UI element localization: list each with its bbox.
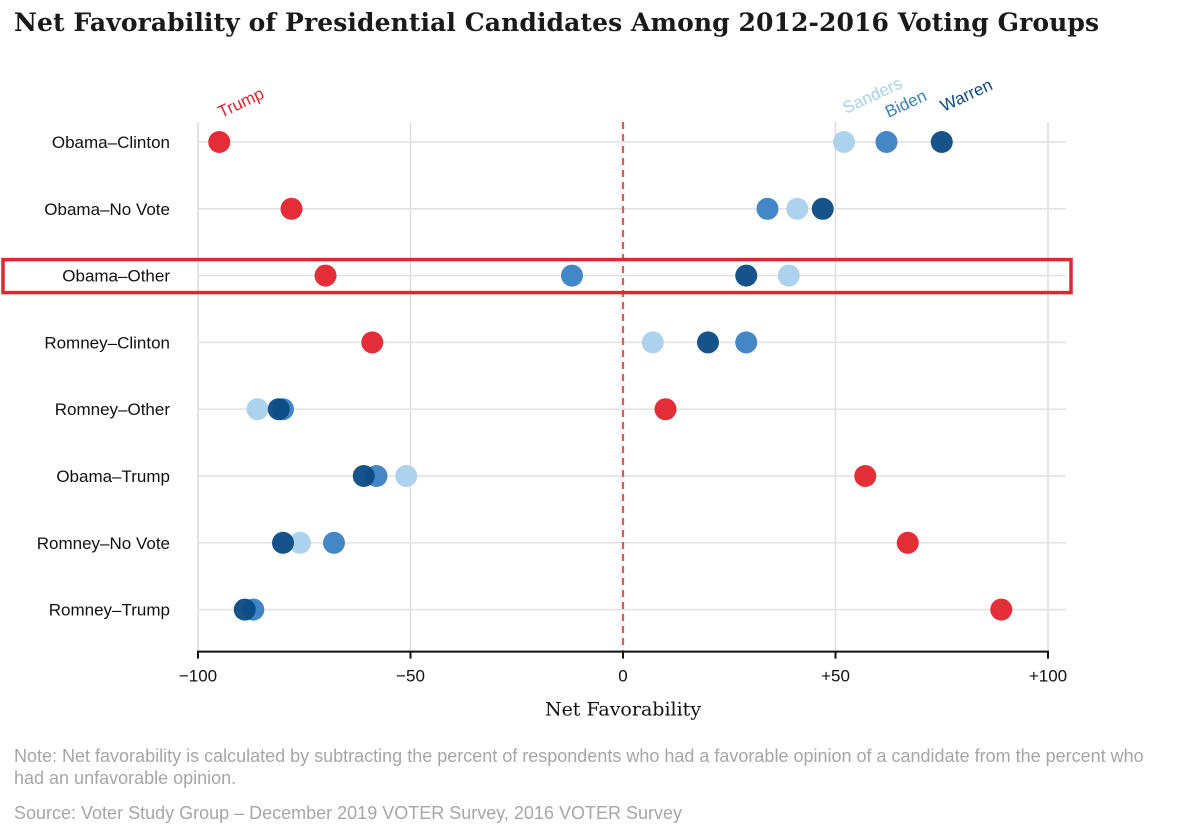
chart-note: Note: Net favorability is calculated by …: [14, 746, 1144, 788]
dot-plot-chart: −100 −50 0 +50 +100 Net Favorability Obama–Cl…: [1, 74, 1073, 721]
category-label-obama-trump: Obama–Trump: [56, 467, 170, 486]
point-warren-romney-clinton: [697, 331, 719, 354]
point-biden-obama-clinton: [875, 131, 898, 153]
highlight-box: [1, 257, 1073, 295]
category-label-romney-no-vote: Romney–No Vote: [37, 534, 170, 553]
x-tick-label: +100: [1029, 667, 1067, 686]
point-warren-romney-no-vote: [272, 531, 294, 554]
point-trump-romney-other: [654, 398, 677, 421]
point-biden-romney-no-vote: [323, 531, 345, 554]
x-tick-label: 0: [618, 667, 627, 686]
series-label-trump: Trump: [215, 84, 267, 122]
point-trump-romney-clinton: [361, 331, 384, 354]
point-sanders-obama-trump: [395, 465, 418, 487]
point-biden-romney-clinton: [735, 331, 758, 354]
point-sanders-obama-other: [777, 264, 800, 287]
point-trump-romney-no-vote: [896, 531, 919, 554]
grid-layer: [197, 122, 1066, 652]
chart-title: Net Favorability of Presidential Candida…: [14, 8, 1100, 37]
x-tick-label: −50: [396, 667, 425, 686]
category-label-obama-clinton: Obama–Clinton: [52, 133, 170, 152]
category-label-romney-other: Romney–Other: [55, 400, 171, 419]
point-sanders-romney-other: [246, 398, 269, 421]
x-tick-label: +50: [821, 667, 850, 686]
category-label-romney-clinton: Romney–Clinton: [44, 333, 170, 352]
point-warren-obama-no-vote: [811, 197, 834, 220]
point-warren-obama-trump: [352, 465, 375, 487]
point-sanders-obama-no-vote: [786, 197, 809, 220]
point-trump-obama-clinton: [208, 131, 231, 153]
point-trump-romney-trump: [990, 598, 1013, 621]
point-biden-obama-no-vote: [756, 197, 779, 220]
point-sanders-romney-no-vote: [289, 531, 311, 554]
point-warren-romney-trump: [233, 598, 256, 621]
point-warren-romney-other: [267, 398, 290, 421]
highlight-layer: [1, 257, 1073, 295]
point-warren-obama-clinton: [930, 131, 953, 153]
series-label-warren: Warren: [937, 75, 995, 116]
point-trump-obama-trump: [854, 465, 877, 487]
point-warren-obama-other: [735, 264, 758, 287]
point-trump-obama-other: [314, 264, 337, 287]
x-tick-label: −100: [179, 667, 217, 686]
data-points: [208, 131, 1013, 621]
category-labels: Obama–Clinton Obama–No Vote Obama–Other Rom…: [37, 133, 171, 620]
point-sanders-romney-clinton: [641, 331, 664, 354]
x-axis-label: Net Favorability: [545, 699, 701, 721]
category-label-obama-no-vote: Obama–No Vote: [44, 200, 170, 219]
point-sanders-obama-clinton: [833, 131, 855, 153]
x-axis: −100 −50 0 +50 +100 Net Favorability: [179, 650, 1067, 721]
point-biden-obama-other: [561, 264, 583, 287]
chart-source: Source: Voter Study Group – December 201…: [14, 803, 682, 823]
category-label-romney-trump: Romney–Trump: [49, 601, 170, 620]
category-label-obama-other: Obama–Other: [62, 267, 170, 286]
point-trump-obama-no-vote: [280, 197, 303, 220]
